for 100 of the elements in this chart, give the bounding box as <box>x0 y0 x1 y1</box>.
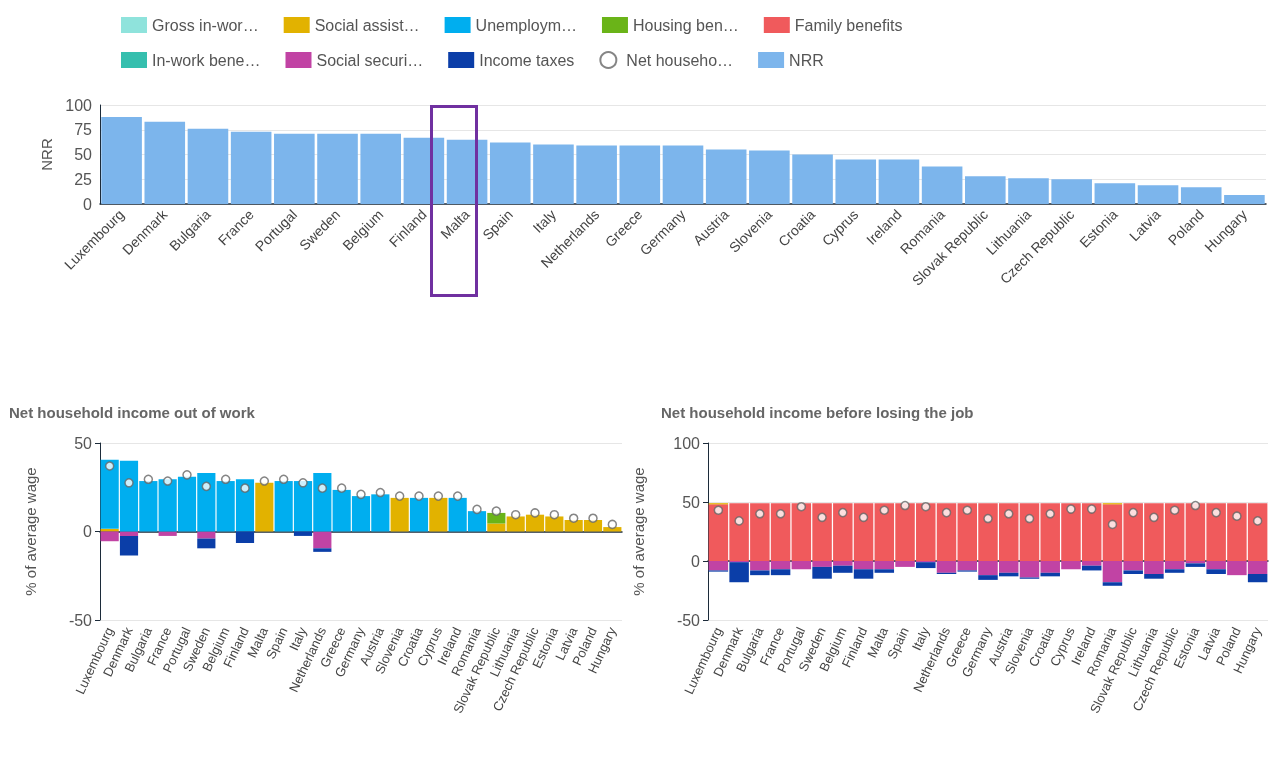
point <box>1066 504 1076 514</box>
y-tick-label: 0 <box>83 195 93 213</box>
bar <box>1051 179 1092 204</box>
point <box>336 483 347 493</box>
bar <box>274 133 315 204</box>
bar <box>429 497 448 532</box>
bar <box>187 128 229 204</box>
point <box>775 509 786 519</box>
bar <box>874 569 895 573</box>
point <box>796 501 807 512</box>
point <box>1190 500 1201 511</box>
bar <box>1144 573 1164 579</box>
point <box>941 507 952 518</box>
point <box>1169 505 1180 516</box>
point <box>1252 516 1263 526</box>
y-axis-title: % of average wage <box>22 467 39 596</box>
bar <box>197 531 216 539</box>
point <box>900 500 910 511</box>
bar <box>446 139 488 204</box>
point <box>491 506 502 516</box>
point <box>240 483 250 493</box>
bar <box>487 523 506 532</box>
bar <box>255 482 274 532</box>
bar <box>360 133 401 204</box>
bar <box>792 154 833 204</box>
bar <box>144 121 186 204</box>
legend-label: Unemploym… <box>475 16 577 34</box>
point <box>817 512 827 523</box>
y-tick-label: 100 <box>673 434 701 452</box>
legend-label: NRR <box>789 51 824 69</box>
bar <box>619 145 661 204</box>
point <box>607 519 618 530</box>
point <box>1232 511 1242 521</box>
point <box>220 474 231 485</box>
point <box>356 489 366 500</box>
point <box>162 476 173 486</box>
point <box>1107 519 1118 530</box>
point <box>394 491 405 501</box>
bar <box>1206 569 1226 574</box>
point <box>1149 512 1159 523</box>
bar <box>878 159 920 204</box>
point <box>838 507 848 518</box>
bar <box>313 548 332 552</box>
y-tick-label: 50 <box>682 493 701 511</box>
y-tick-label: 100 <box>65 96 93 114</box>
point <box>1004 509 1014 519</box>
bar <box>1008 178 1049 204</box>
bar <box>158 531 177 536</box>
bar <box>1164 569 1185 573</box>
bar <box>1180 187 1222 204</box>
y-tick-label: 0 <box>83 523 93 540</box>
y-tick-label: 0 <box>691 552 701 570</box>
point <box>124 478 134 488</box>
chart-title: Net household income before losing the job <box>661 404 974 421</box>
point <box>317 483 328 493</box>
point <box>278 474 289 485</box>
point <box>375 487 386 498</box>
point <box>201 481 212 492</box>
bar <box>409 497 429 532</box>
y-axis-title: % of average wage <box>630 467 647 596</box>
point <box>588 513 598 523</box>
bar <box>1247 573 1268 583</box>
y-tick-label: 25 <box>74 170 93 188</box>
legend-label: Gross in-wor… <box>152 16 259 34</box>
bar <box>317 133 358 204</box>
bar <box>916 562 936 569</box>
bar <box>293 531 313 536</box>
point <box>858 512 869 523</box>
bar <box>197 538 216 549</box>
bar <box>230 131 272 204</box>
y-tick-label: 50 <box>74 146 93 163</box>
point <box>921 501 931 512</box>
chart-title: Net household income out of work <box>9 404 256 421</box>
legend-label: Social securi… <box>316 51 424 69</box>
bar <box>101 116 142 204</box>
point <box>549 509 560 520</box>
point <box>104 461 115 471</box>
point <box>568 513 579 523</box>
bar <box>390 497 409 532</box>
point <box>734 516 744 526</box>
point <box>414 491 424 501</box>
bar <box>965 176 1006 204</box>
bar <box>749 150 790 204</box>
point <box>510 509 521 520</box>
point <box>962 505 973 516</box>
bar <box>1094 183 1136 204</box>
bar <box>1137 185 1179 204</box>
legend-label: Net househo… <box>626 51 734 69</box>
y-axis-title: NRR <box>38 138 56 171</box>
legend-label: Social assist… <box>314 16 420 34</box>
bar <box>1224 195 1265 204</box>
point <box>452 491 463 501</box>
legend-label: Housing ben… <box>632 16 739 34</box>
bar <box>921 166 963 204</box>
point <box>472 504 482 515</box>
bar <box>313 531 332 549</box>
y-tick-label: -50 <box>68 611 93 629</box>
point <box>983 513 993 524</box>
point <box>1086 504 1097 514</box>
bar <box>403 137 445 204</box>
